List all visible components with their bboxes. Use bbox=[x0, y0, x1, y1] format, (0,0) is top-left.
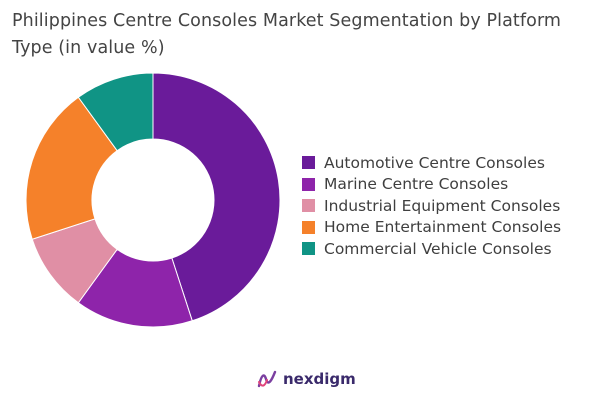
legend-swatch bbox=[302, 199, 315, 212]
legend-item-home-entertainment-consoles: Home Entertainment Consoles bbox=[302, 217, 561, 238]
legend-swatch bbox=[302, 242, 315, 255]
legend-item-automotive-centre-consoles: Automotive Centre Consoles bbox=[302, 152, 561, 173]
chart-title: Philippines Centre Consoles Market Segme… bbox=[12, 11, 562, 58]
legend-item-industrial-equipment-consoles: Industrial Equipment Consoles bbox=[302, 195, 561, 216]
legend-item-marine-centre-consoles: Marine Centre Consoles bbox=[302, 174, 561, 195]
legend-label: Automotive Centre Consoles bbox=[324, 153, 545, 172]
legend-swatch bbox=[302, 220, 315, 234]
legend-label: Industrial Equipment Consoles bbox=[324, 196, 561, 215]
brand-logo: nexdigm bbox=[256, 368, 356, 390]
donut-slice-automotive-centre-consoles bbox=[152, 72, 281, 322]
legend-label: Commercial Vehicle Consoles bbox=[324, 239, 552, 258]
donut-slice-commercial-vehicle-consoles bbox=[77, 72, 154, 152]
legend-label: Home Entertainment Consoles bbox=[324, 218, 562, 236]
nexdigm-logo-icon bbox=[257, 370, 277, 388]
chart-legend: Automotive Centre Consoles Marine Centre … bbox=[302, 152, 561, 260]
donut-slice-home-entertainment-consoles bbox=[25, 96, 118, 240]
legend-swatch bbox=[302, 156, 315, 169]
legend-swatch bbox=[302, 177, 315, 191]
brand-name: nexdigm bbox=[283, 370, 356, 388]
legend-label: Marine Centre Consoles bbox=[324, 175, 509, 193]
legend-item-commercial-vehicle-consoles: Commercial Vehicle Consoles bbox=[302, 238, 561, 259]
